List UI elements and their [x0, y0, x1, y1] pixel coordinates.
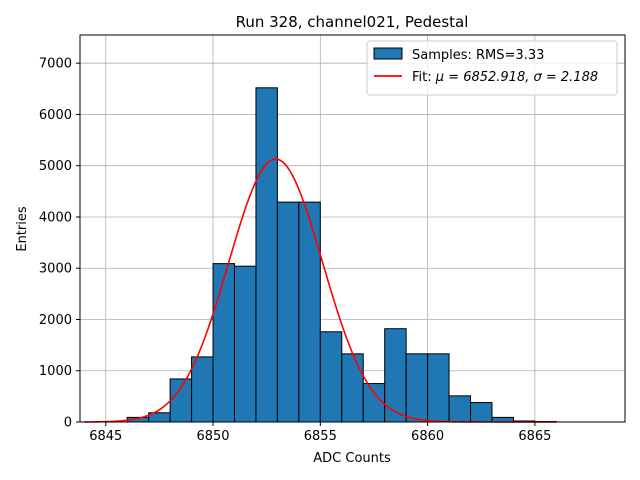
histogram-bar [341, 353, 364, 423]
y-tick-label: 1000 [39, 364, 72, 379]
legend: Samples: RMS=3.33 Fit: μ = 6852.918, σ =… [366, 40, 618, 96]
histogram-bar [384, 328, 407, 423]
plot-frame [79, 34, 626, 423]
y-tick-label: 3000 [39, 262, 72, 277]
histogram-bar [427, 353, 450, 423]
y-tick-label: 0 [64, 416, 72, 431]
histogram-bar [276, 201, 300, 423]
y-tick-label: 4000 [39, 210, 72, 225]
histogram-bar [191, 356, 214, 423]
y-tick-label: 7000 [39, 57, 72, 72]
y-tick-label: 5000 [39, 159, 72, 174]
legend-box [366, 40, 618, 96]
histogram-bar [319, 331, 343, 423]
histogram-bar [362, 383, 386, 423]
legend-fit-prefix: Fit: [412, 70, 436, 85]
axis-ticks: 6845 6850 6855 6860 6865 0 1000 2000 3000 4000 500… [39, 57, 552, 444]
histogram-bar [470, 402, 493, 423]
legend-bar-swatch [373, 47, 403, 60]
y-axis-label: Entries [15, 206, 30, 252]
legend-histogram-label: Samples: RMS=3.33 [412, 48, 544, 63]
y-tick-label: 2000 [39, 313, 72, 328]
legend-fit-mu: μ = 6852.918, [435, 70, 534, 85]
histogram-bars [126, 87, 557, 423]
x-tick-label: 6855 [304, 429, 337, 444]
legend-fit-sigma: σ = 2.188 [534, 70, 599, 85]
histogram-bar [405, 353, 429, 423]
histogram-bar [233, 265, 257, 423]
x-tick-label: 6845 [89, 429, 122, 444]
x-tick-label: 6865 [518, 429, 551, 444]
x-tick-label: 6860 [411, 429, 444, 444]
legend-fit-label: Fit: μ = 6852.918, σ = 2.188 [412, 70, 598, 85]
x-axis-label: ADC Counts [313, 451, 391, 466]
histogram-bar [448, 395, 472, 423]
histogram-bar [169, 378, 193, 423]
chart-title: Run 328, channel021, Pedestal [236, 13, 469, 31]
histogram-bar [212, 263, 235, 423]
histogram-bar [298, 201, 321, 423]
histogram-bar [255, 87, 278, 423]
y-tick-label: 6000 [39, 108, 72, 123]
x-tick-label: 6850 [196, 429, 229, 444]
